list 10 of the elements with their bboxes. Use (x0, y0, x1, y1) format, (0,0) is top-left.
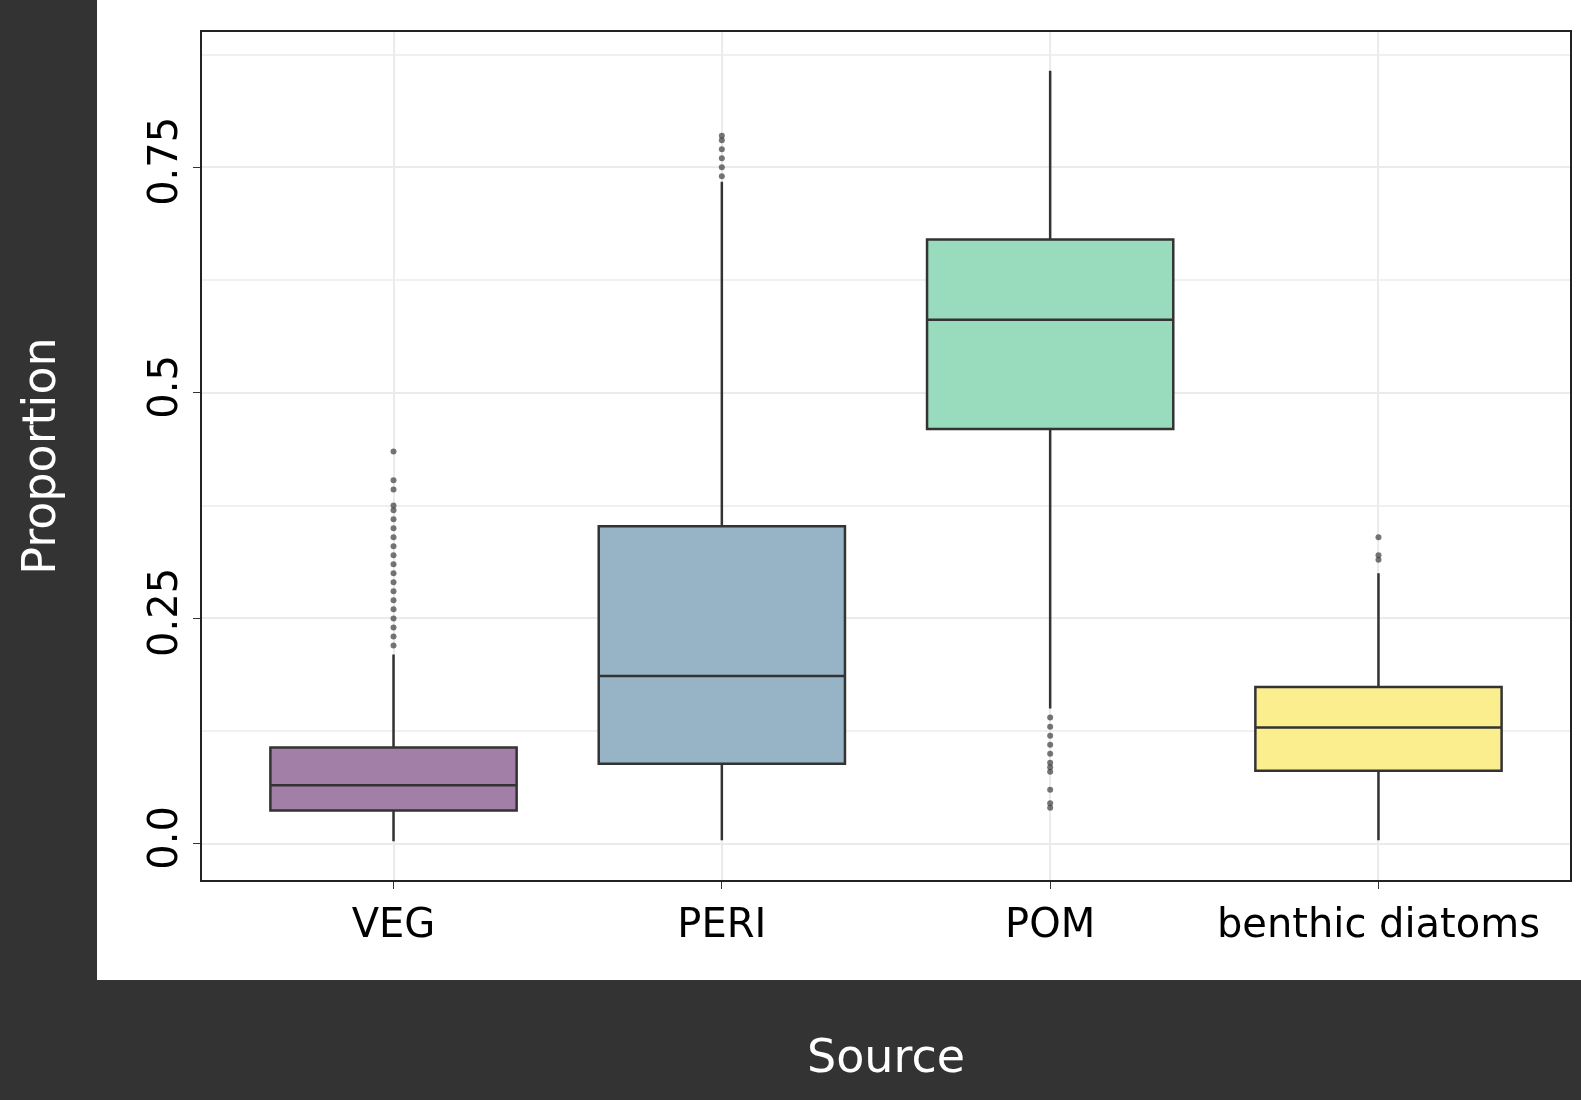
x-tick-label: PERI (677, 899, 767, 946)
y-axis-title: Proportion (12, 337, 67, 575)
y-tick-label: 0.25 (140, 567, 187, 657)
x-tick-label: benthic diatoms (1216, 899, 1541, 946)
x-axis-title: Source (807, 1028, 965, 1083)
x-tick-label: POM (1005, 899, 1096, 946)
x-tick-label: VEG (351, 899, 436, 946)
y-tick-label: 0.5 (140, 355, 187, 419)
y-tick-label: 0.0 (140, 806, 187, 870)
y-tick-label: 0.75 (140, 116, 187, 206)
